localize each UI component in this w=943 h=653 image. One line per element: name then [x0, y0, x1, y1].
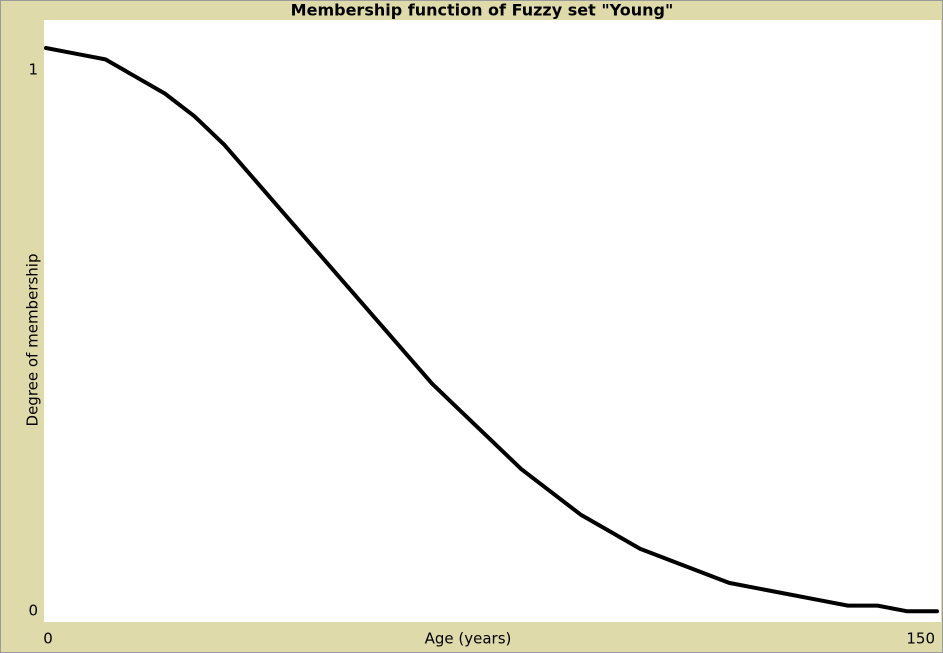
y-tick-label: 1: [28, 61, 38, 79]
plot-area: [44, 20, 941, 622]
chart-title: Membership function of Fuzzy set "Young": [291, 1, 674, 20]
y-axis-label: Degree of membership: [24, 254, 42, 427]
x-axis-label: Age (years): [425, 630, 512, 648]
y-tick-label: 0: [28, 602, 38, 620]
x-tick-label: 0: [43, 630, 53, 648]
data-line: [44, 46, 939, 614]
x-tick-label: 150: [906, 630, 935, 648]
